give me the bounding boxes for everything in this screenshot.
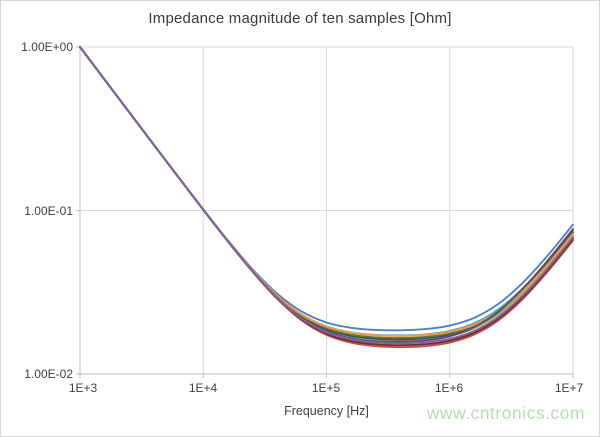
x-tick-label: 1E+5 bbox=[311, 381, 341, 395]
series-line-sample-10 bbox=[79, 46, 574, 345]
y-tick-label: 1.00E-01 bbox=[24, 203, 73, 218]
y-tick-label: 1.00E+00 bbox=[21, 40, 73, 54]
watermark: www.cntronics.com bbox=[426, 403, 585, 423]
x-tick-label: 1E+3 bbox=[68, 381, 98, 395]
x-tick-label: 1E+6 bbox=[434, 381, 464, 395]
x-tick-label: 1E+4 bbox=[188, 381, 218, 395]
x-tick-label: 1E+7 bbox=[554, 381, 584, 395]
chart-title: Impedance magnitude of ten samples [Ohm] bbox=[148, 10, 452, 27]
y-tick-label: 1.00E-02 bbox=[24, 367, 73, 381]
x-axis-title: Frequency [Hz] bbox=[284, 404, 369, 418]
